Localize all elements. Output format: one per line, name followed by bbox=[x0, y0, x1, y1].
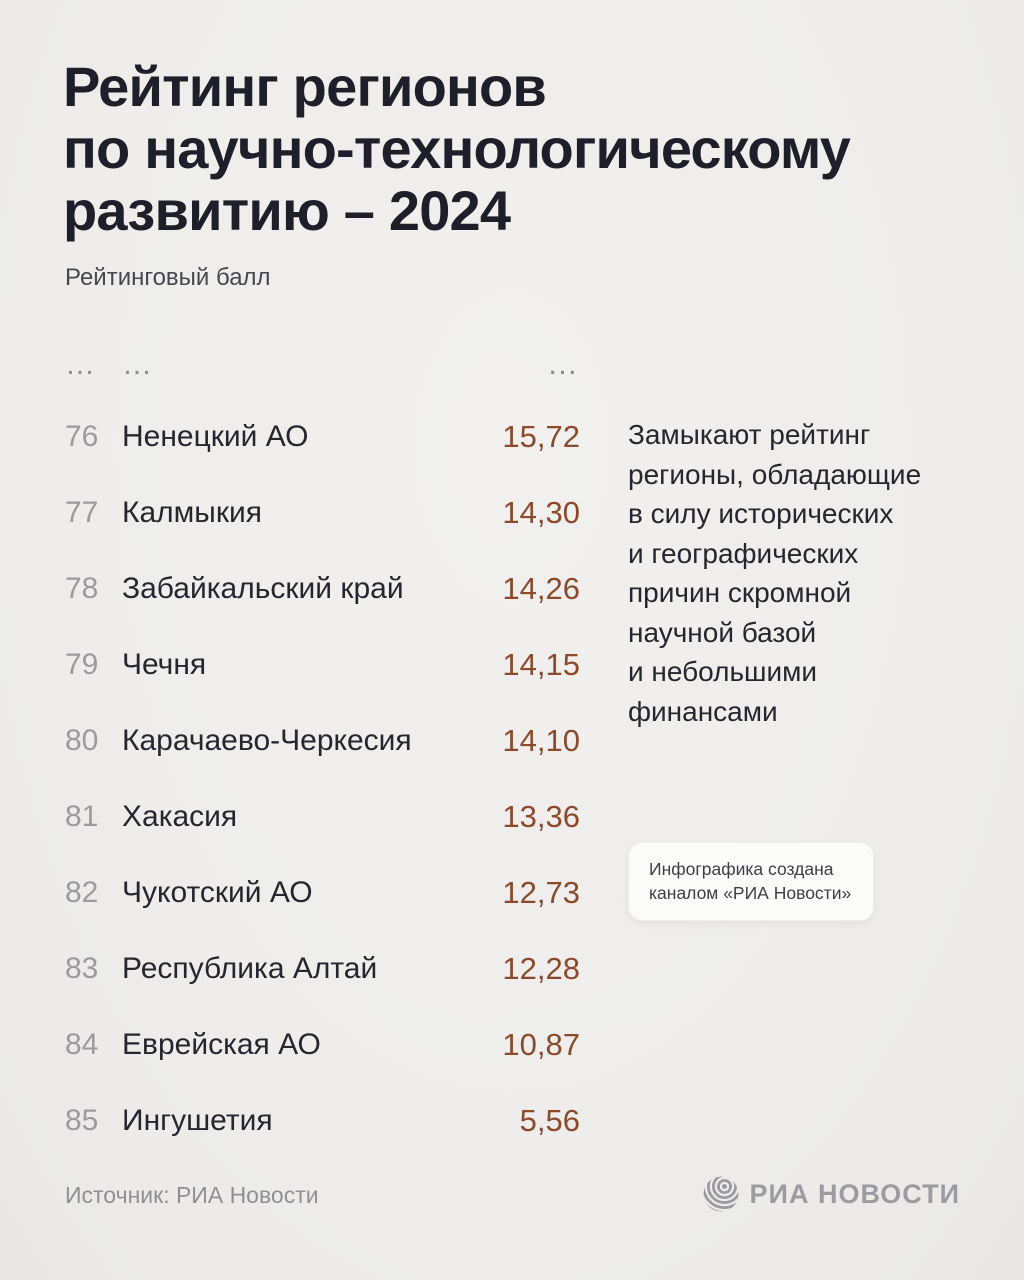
page-subtitle: Рейтинговый балл bbox=[65, 264, 271, 291]
annotation-text: Замыкают рейтинг регионы, обладающие в с… bbox=[628, 419, 922, 727]
region-name: Ненецкий АО bbox=[122, 420, 309, 453]
table-row: 77 Калмыкия 14,30 bbox=[65, 475, 580, 551]
rank-number: 83 bbox=[65, 952, 99, 985]
region-name: Еврейская АО bbox=[122, 1028, 321, 1061]
region-name: Чукотский АО bbox=[122, 876, 313, 909]
rank-number: 81 bbox=[65, 800, 99, 833]
score-value: 13,36 bbox=[502, 799, 580, 834]
ria-novosti-logo: РИА НОВОСТИ bbox=[703, 1176, 960, 1212]
table-row: 81 Хакасия 13,36 bbox=[65, 779, 580, 855]
rank-number: 82 bbox=[65, 876, 99, 909]
region-name: Чечня bbox=[122, 648, 207, 681]
score-value: 14,30 bbox=[502, 495, 580, 530]
rank-number: 77 bbox=[65, 496, 99, 529]
credit-card-text: Инфографика создана каналом «РИА Новости… bbox=[649, 859, 852, 903]
table-row: 83 Республика Алтай 12,28 bbox=[65, 931, 580, 1007]
ellipsis-row: … … … bbox=[65, 338, 580, 382]
table-row: 78 Забайкальский край 14,26 bbox=[65, 551, 580, 627]
table-row: 80 Карачаево-Черкесия 14,10 bbox=[65, 703, 580, 779]
region-name: Ингушетия bbox=[122, 1104, 273, 1137]
ellipsis-rank: … bbox=[65, 348, 97, 381]
rank-number: 84 bbox=[65, 1028, 99, 1061]
source-label: Источник: РИА Новости bbox=[65, 1182, 319, 1208]
page-title: Рейтинг регионов по научно-технологическ… bbox=[63, 55, 851, 242]
table-row: 79 Чечня 14,15 bbox=[65, 627, 580, 703]
rank-number: 85 bbox=[65, 1104, 99, 1137]
region-name: Карачаево-Черкесия bbox=[122, 724, 412, 757]
score-value: 5,56 bbox=[519, 1103, 580, 1138]
region-name: Забайкальский край bbox=[122, 572, 404, 605]
table-row: 85 Ингушетия 5,56 bbox=[65, 1083, 580, 1159]
region-name: Калмыкия bbox=[122, 496, 262, 529]
score-value: 10,87 bbox=[502, 1027, 580, 1062]
score-value: 14,15 bbox=[502, 647, 580, 682]
score-value: 12,73 bbox=[502, 875, 580, 910]
ranking-table: 76 Ненецкий АО 15,72 77 Калмыкия 14,30 7… bbox=[65, 399, 580, 1159]
score-value: 12,28 bbox=[502, 951, 580, 986]
region-name: Хакасия bbox=[122, 800, 238, 833]
logo-text: РИА НОВОСТИ bbox=[749, 1178, 960, 1209]
rank-number: 76 bbox=[65, 420, 99, 453]
table-row: 76 Ненецкий АО 15,72 bbox=[65, 399, 580, 475]
rank-number: 78 bbox=[65, 572, 99, 605]
rank-number: 79 bbox=[65, 648, 99, 681]
score-value: 15,72 bbox=[502, 419, 580, 454]
ria-novosti-logo-icon bbox=[703, 1176, 739, 1212]
credit-card: Инфографика создана каналом «РИА Новости… bbox=[628, 842, 874, 921]
ellipsis-region: … bbox=[122, 348, 154, 381]
table-row: 84 Еврейская АО 10,87 bbox=[65, 1007, 580, 1083]
region-name: Республика Алтай bbox=[122, 952, 378, 985]
score-value: 14,26 bbox=[502, 571, 580, 606]
rank-number: 80 bbox=[65, 724, 99, 757]
ellipsis-score: … bbox=[547, 346, 580, 381]
table-row: 82 Чукотский АО 12,73 bbox=[65, 855, 580, 931]
score-value: 14,10 bbox=[502, 723, 580, 758]
